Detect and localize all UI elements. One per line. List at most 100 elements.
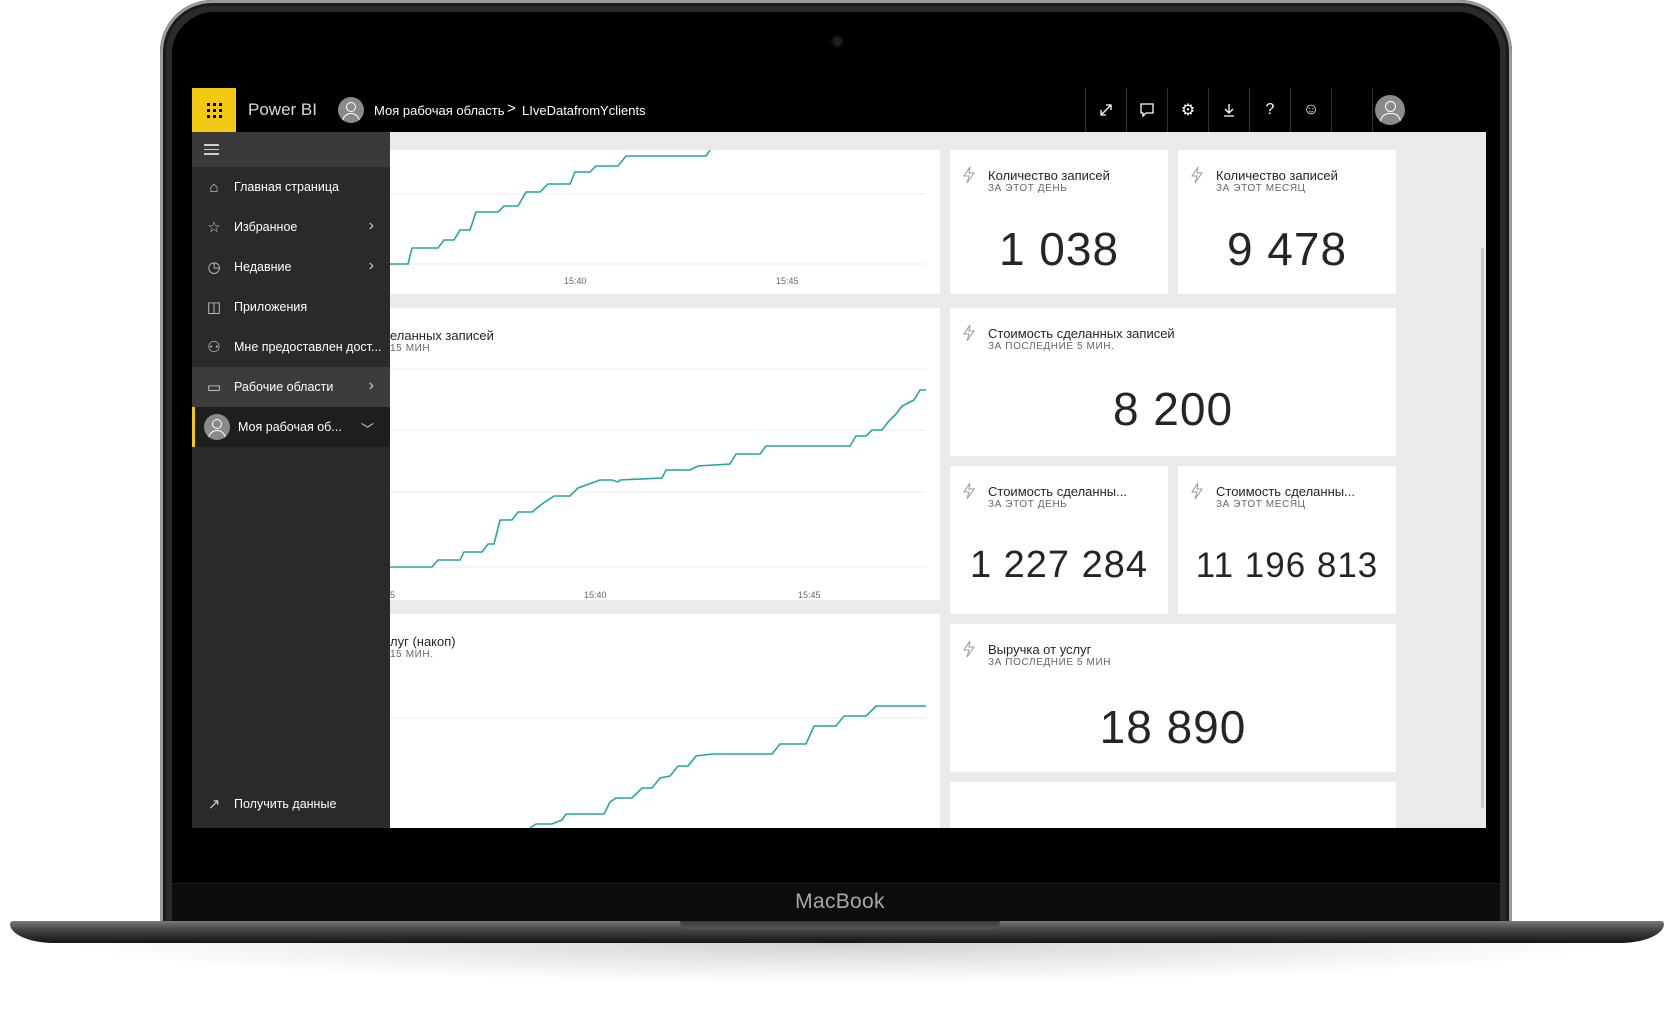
tile-subtitle: ЗА ЭТОТ ДЕНЬ	[988, 499, 1068, 510]
waffle-icon	[206, 102, 222, 118]
avatar	[204, 414, 230, 440]
chart-3-svg	[390, 705, 926, 828]
top-bar: Power BI Моя рабочая область > LIveDataf…	[192, 88, 1486, 132]
sidebar-item-home[interactable]: ⌂ Главная страница	[192, 167, 390, 207]
lightning-icon	[963, 166, 975, 184]
menu-toggle-button[interactable]	[192, 132, 390, 167]
arrow-upright-icon: ↗	[207, 796, 221, 813]
laptop-chin	[172, 883, 1500, 924]
x-tick: 15:40	[564, 276, 587, 286]
comment-button[interactable]	[1126, 88, 1167, 132]
chart-subtitle: 15 МИН.	[390, 649, 434, 660]
fullscreen-button[interactable]	[1085, 88, 1126, 132]
chart-title: луг (накоп)	[390, 634, 456, 649]
get-data-button[interactable]: ↗ Получить данные	[192, 784, 402, 824]
tile-title: Стоимость сделанны...	[1216, 484, 1355, 499]
sidebar-item-recent[interactable]: ◷ Недавние ›	[192, 247, 390, 287]
chart-subtitle: 15 МИН	[390, 343, 431, 354]
tile-title: Стоимость сделанны...	[988, 484, 1127, 499]
sidebar-item-workspaces[interactable]: ▭ Рабочие области ›	[192, 367, 390, 407]
sidebar-item-apps[interactable]: ◫ Приложения	[192, 287, 390, 327]
x-tick: 15:40	[584, 590, 607, 600]
shadow	[60, 943, 1620, 983]
shared-icon: ⚇	[207, 339, 221, 356]
chart-2-line	[390, 389, 926, 568]
tile-subtitle: ЗА ЭТОТ МЕСЯЦ	[1216, 499, 1306, 510]
home-icon: ⌂	[209, 178, 219, 196]
settings-icon: ⚙	[1180, 102, 1196, 119]
kpi-tile-records-day[interactable]: Количество записей ЗА ЭТОТ ДЕНЬ 1 038	[950, 150, 1168, 294]
sidebar-item-label: Главная страница	[234, 180, 339, 194]
tile-value: 11 196 813	[1195, 546, 1379, 585]
lightning-icon	[963, 640, 975, 658]
chevron-down-icon: ﹀	[360, 422, 374, 437]
star-icon: ☆	[207, 219, 221, 236]
breadcrumb-separator: >	[507, 100, 516, 117]
app-name[interactable]: Power BI	[248, 100, 317, 119]
sidebar-item-label: Недавние	[234, 260, 292, 274]
kpi-tile-partial[interactable]	[950, 782, 1396, 828]
sidebar-item-favorites[interactable]: ☆ Избранное ›	[192, 207, 390, 247]
feedback-button[interactable]: ☺	[1290, 88, 1331, 132]
tile-value: 9 478	[1226, 223, 1348, 275]
screen: Power BI Моя рабочая область > LIveDataf…	[192, 88, 1486, 828]
tile-value: 1 038	[998, 223, 1120, 275]
x-tick: 15:45	[776, 276, 799, 286]
help-button[interactable]: ?	[1249, 88, 1290, 132]
chevron-right-icon: ›	[368, 257, 374, 274]
kpi-tile-cost-month[interactable]: Стоимость сделанны... ЗА ЭТОТ МЕСЯЦ 11 1…	[1178, 466, 1396, 614]
tile-value: 1 227 284	[969, 544, 1149, 586]
workspaces-icon: ▭	[206, 379, 222, 396]
kpi-tile-cost-day[interactable]: Стоимость сделанны... ЗА ЭТОТ ДЕНЬ 1 227…	[950, 466, 1168, 614]
tile-value: 8 200	[1112, 383, 1234, 435]
comment-icon	[1140, 103, 1154, 118]
kpi-tile-cost-5min[interactable]: Стоимость сделанных записей ЗА ПОСЛЕДНИЕ…	[950, 308, 1396, 456]
chart-tile-3[interactable]: луг (накоп) 15 МИН.	[390, 614, 940, 828]
tile-title: Количество записей	[1216, 168, 1338, 183]
tile-subtitle: ЗА ПОСЛЕДНИЕ 5 МИН.	[988, 341, 1115, 352]
help-icon: ?	[1265, 101, 1275, 118]
laptop-brand: MacBook	[795, 890, 885, 913]
laptop-base	[10, 921, 1664, 943]
x-tick: 15:45	[798, 590, 821, 600]
x-tick: 5	[390, 590, 396, 600]
tile-subtitle: ЗА ЭТОТ ДЕНЬ	[988, 183, 1068, 194]
account-button-frame	[1331, 88, 1373, 132]
sidebar: ⌂ Главная страница ☆ Избранное › ◷ Недав…	[192, 132, 390, 828]
hamburger-icon	[204, 141, 219, 158]
chart-1-line	[390, 150, 711, 265]
chart-tile-2[interactable]: еланных записей 15 МИН 5 15:40 15:45	[390, 308, 940, 600]
chart-tile-1[interactable]: 15:40 15:45	[390, 150, 940, 294]
apps-icon: ◫	[206, 299, 222, 316]
tile-title: Количество записей	[988, 168, 1110, 183]
download-button[interactable]	[1208, 88, 1249, 132]
chart-title: еланных записей	[390, 328, 494, 343]
camera	[833, 37, 842, 46]
breadcrumb-workspace[interactable]: Моя рабочая область	[374, 103, 505, 118]
sidebar-item-label: Моя рабочая об...	[238, 420, 342, 434]
chart-2-svg	[390, 368, 926, 568]
chevron-right-icon: ›	[368, 217, 374, 234]
settings-button[interactable]: ⚙	[1167, 88, 1208, 132]
app-launcher-button[interactable]	[192, 88, 236, 132]
sidebar-item-label: Приложения	[234, 300, 308, 314]
sidebar-item-label: Мне предоставлен дост...	[234, 340, 382, 354]
get-data-label: Получить данные	[234, 797, 337, 811]
sidebar-item-label: Избранное	[234, 220, 298, 234]
account-avatar[interactable]	[1375, 95, 1405, 125]
feedback-icon: ☺	[1302, 101, 1320, 118]
sidebar-item-shared[interactable]: ⚇ Мне предоставлен дост...	[192, 327, 390, 367]
fullscreen-icon	[1100, 104, 1112, 116]
breadcrumb-dataset[interactable]: LIveDatafromYclients	[522, 103, 646, 118]
tile-subtitle: ЗА ЭТОТ МЕСЯЦ	[1216, 183, 1306, 194]
tile-title: Стоимость сделанных записей	[988, 326, 1175, 341]
laptop-notch	[680, 921, 1000, 929]
sidebar-item-my-workspace[interactable]: Моя рабочая об... ﹀	[192, 407, 390, 447]
scrollbar[interactable]	[1481, 248, 1484, 808]
tile-subtitle: ЗА ПОСЛЕДНИЕ 5 МИН	[988, 657, 1112, 668]
chart-1-svg	[390, 150, 926, 265]
tile-title: Выручка от услуг	[988, 642, 1092, 657]
kpi-tile-revenue-5min[interactable]: Выручка от услуг ЗА ПОСЛЕДНИЕ 5 МИН 18 8…	[950, 624, 1396, 772]
download-icon	[1224, 104, 1234, 117]
kpi-tile-records-month[interactable]: Количество записей ЗА ЭТОТ МЕСЯЦ 9 478	[1178, 150, 1396, 294]
